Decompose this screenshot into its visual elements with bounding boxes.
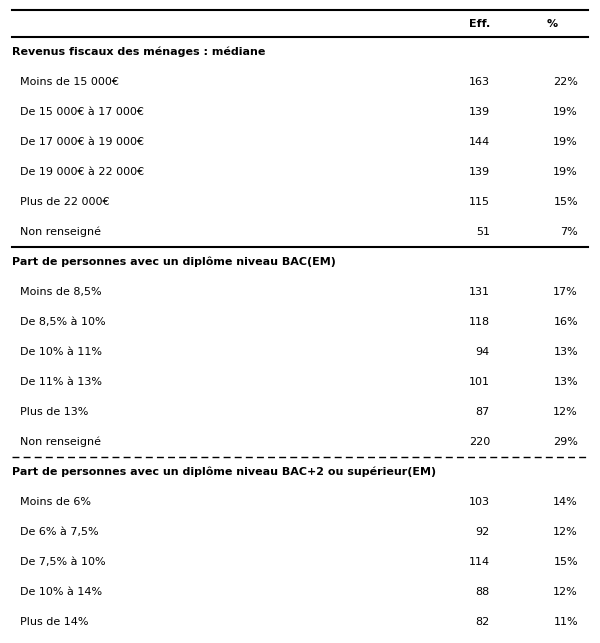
Text: Part de personnes avec un diplôme niveau BAC+2 ou supérieur(EM): Part de personnes avec un diplôme niveau… bbox=[12, 467, 436, 477]
Text: 139: 139 bbox=[469, 167, 490, 177]
Text: 14%: 14% bbox=[553, 497, 578, 507]
Text: 17%: 17% bbox=[553, 287, 578, 297]
Text: Non renseigné: Non renseigné bbox=[20, 227, 101, 237]
Text: 139: 139 bbox=[469, 107, 490, 117]
Text: 19%: 19% bbox=[553, 167, 578, 177]
Text: De 8,5% à 10%: De 8,5% à 10% bbox=[20, 317, 106, 327]
Text: 103: 103 bbox=[469, 497, 490, 507]
Text: 87: 87 bbox=[476, 407, 490, 417]
Text: 101: 101 bbox=[469, 377, 490, 387]
Text: Non renseigné: Non renseigné bbox=[20, 437, 101, 448]
Text: 19%: 19% bbox=[553, 137, 578, 147]
Text: Moins de 8,5%: Moins de 8,5% bbox=[20, 287, 101, 297]
Text: De 11% à 13%: De 11% à 13% bbox=[20, 377, 102, 387]
Text: De 7,5% à 10%: De 7,5% à 10% bbox=[20, 557, 106, 567]
Text: 13%: 13% bbox=[553, 347, 578, 357]
Text: 15%: 15% bbox=[553, 197, 578, 207]
Text: 22%: 22% bbox=[553, 77, 578, 87]
Text: 12%: 12% bbox=[553, 527, 578, 537]
Text: 13%: 13% bbox=[553, 377, 578, 387]
Text: 82: 82 bbox=[476, 617, 490, 627]
Text: 15%: 15% bbox=[553, 557, 578, 567]
Text: 51: 51 bbox=[476, 227, 490, 237]
Text: 131: 131 bbox=[469, 287, 490, 297]
Text: 118: 118 bbox=[469, 317, 490, 327]
Text: De 10% à 11%: De 10% à 11% bbox=[20, 347, 102, 357]
Text: Part de personnes avec un diplôme niveau BAC(EM): Part de personnes avec un diplôme niveau… bbox=[12, 257, 336, 267]
Text: Eff.: Eff. bbox=[469, 19, 490, 29]
Text: %: % bbox=[547, 19, 558, 29]
Text: 92: 92 bbox=[476, 527, 490, 537]
Text: 29%: 29% bbox=[553, 437, 578, 447]
Text: 19%: 19% bbox=[553, 107, 578, 117]
Text: 115: 115 bbox=[469, 197, 490, 207]
Text: Revenus fiscaux des ménages : médiane: Revenus fiscaux des ménages : médiane bbox=[12, 47, 265, 57]
Text: Plus de 13%: Plus de 13% bbox=[20, 407, 88, 417]
Text: De 17 000€ à 19 000€: De 17 000€ à 19 000€ bbox=[20, 137, 144, 147]
Text: 11%: 11% bbox=[553, 617, 578, 627]
Text: 12%: 12% bbox=[553, 587, 578, 597]
Text: 144: 144 bbox=[469, 137, 490, 147]
Text: 114: 114 bbox=[469, 557, 490, 567]
Text: 163: 163 bbox=[469, 77, 490, 87]
Text: De 19 000€ à 22 000€: De 19 000€ à 22 000€ bbox=[20, 167, 144, 177]
Text: De 6% à 7,5%: De 6% à 7,5% bbox=[20, 527, 98, 537]
Text: Moins de 15 000€: Moins de 15 000€ bbox=[20, 77, 119, 87]
Text: 7%: 7% bbox=[560, 227, 578, 237]
Text: Plus de 14%: Plus de 14% bbox=[20, 617, 89, 627]
Text: 88: 88 bbox=[476, 587, 490, 597]
Text: 94: 94 bbox=[476, 347, 490, 357]
Text: 12%: 12% bbox=[553, 407, 578, 417]
Text: Moins de 6%: Moins de 6% bbox=[20, 497, 91, 507]
Text: 220: 220 bbox=[469, 437, 490, 447]
Text: De 10% à 14%: De 10% à 14% bbox=[20, 587, 102, 597]
Text: 16%: 16% bbox=[553, 317, 578, 327]
Text: Plus de 22 000€: Plus de 22 000€ bbox=[20, 197, 110, 207]
Text: De 15 000€ à 17 000€: De 15 000€ à 17 000€ bbox=[20, 107, 144, 117]
